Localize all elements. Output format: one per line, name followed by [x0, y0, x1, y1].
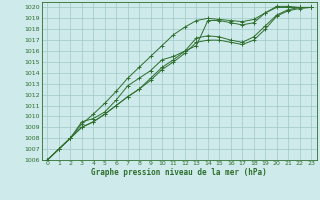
X-axis label: Graphe pression niveau de la mer (hPa): Graphe pression niveau de la mer (hPa) [91, 168, 267, 177]
